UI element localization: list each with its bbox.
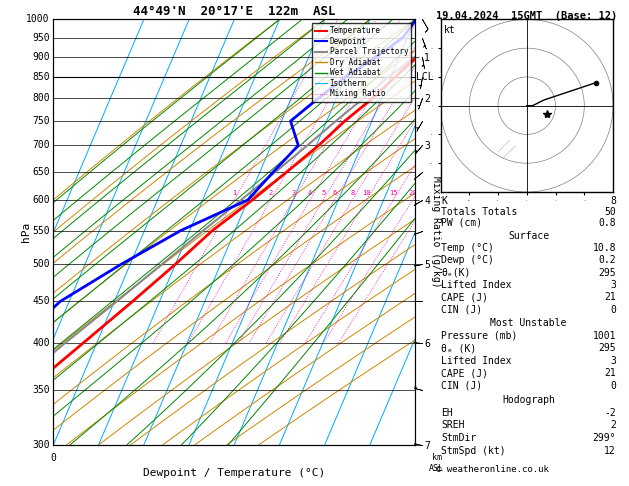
Text: 21: 21 (604, 293, 616, 302)
Text: 1: 1 (232, 190, 237, 195)
Text: Most Unstable: Most Unstable (491, 318, 567, 328)
Text: 600: 600 (32, 195, 50, 205)
Text: θₑ (K): θₑ (K) (442, 343, 477, 353)
Text: 12: 12 (604, 446, 616, 455)
Text: SREH: SREH (442, 420, 465, 430)
Text: 4: 4 (308, 190, 312, 195)
Text: 3: 3 (610, 280, 616, 290)
Text: 0: 0 (610, 305, 616, 315)
Text: LCL: LCL (416, 72, 433, 82)
Text: 6: 6 (332, 190, 337, 195)
Text: 10.8: 10.8 (593, 243, 616, 253)
Text: 10: 10 (362, 190, 371, 195)
Legend: Temperature, Dewpoint, Parcel Trajectory, Dry Adiabat, Wet Adiabat, Isotherm, Mi: Temperature, Dewpoint, Parcel Trajectory… (312, 23, 411, 102)
Text: 0.8: 0.8 (598, 218, 616, 228)
Text: kt: kt (444, 25, 456, 35)
Text: CAPE (J): CAPE (J) (442, 293, 489, 302)
Text: hPa: hPa (21, 222, 31, 242)
Text: θₑ(K): θₑ(K) (442, 268, 471, 278)
Text: Pressure (mb): Pressure (mb) (442, 330, 518, 341)
Text: 3: 3 (610, 356, 616, 366)
Y-axis label: Mixing Ratio (g/kg): Mixing Ratio (g/kg) (431, 176, 441, 288)
Text: -2: -2 (604, 408, 616, 417)
Text: 800: 800 (32, 93, 50, 103)
Title: 44°49'N  20°17'E  122m  ASL: 44°49'N 20°17'E 122m ASL (133, 5, 335, 18)
Text: Temp (°C): Temp (°C) (442, 243, 494, 253)
Text: 850: 850 (32, 72, 50, 82)
Text: 0: 0 (50, 453, 57, 463)
Text: 8: 8 (350, 190, 355, 195)
Text: 750: 750 (32, 116, 50, 126)
Text: Dewpoint / Temperature (°C): Dewpoint / Temperature (°C) (143, 468, 325, 478)
Text: 295: 295 (598, 343, 616, 353)
Text: 2: 2 (610, 420, 616, 430)
Text: 350: 350 (32, 385, 50, 395)
Text: 295: 295 (598, 268, 616, 278)
Text: Surface: Surface (508, 230, 549, 241)
Text: 900: 900 (32, 52, 50, 62)
Text: 15: 15 (389, 190, 398, 195)
Text: 400: 400 (32, 338, 50, 348)
Text: © weatheronline.co.uk: © weatheronline.co.uk (436, 465, 548, 474)
Text: 299°: 299° (593, 433, 616, 443)
Text: 8: 8 (610, 196, 616, 206)
Text: 5: 5 (321, 190, 325, 195)
Text: StmDir: StmDir (442, 433, 477, 443)
Text: km
ASL: km ASL (430, 453, 444, 472)
Text: 0.2: 0.2 (598, 255, 616, 265)
Text: 50: 50 (604, 207, 616, 217)
Text: Hodograph: Hodograph (502, 395, 555, 405)
Text: EH: EH (442, 408, 454, 417)
Text: 19.04.2024  15GMT  (Base: 12): 19.04.2024 15GMT (Base: 12) (436, 11, 617, 21)
Text: CIN (J): CIN (J) (442, 381, 482, 391)
Text: PW (cm): PW (cm) (442, 218, 482, 228)
Text: Totals Totals: Totals Totals (442, 207, 518, 217)
Text: K: K (442, 196, 447, 206)
Text: CAPE (J): CAPE (J) (442, 368, 489, 379)
Text: 950: 950 (32, 33, 50, 43)
Text: 3: 3 (291, 190, 296, 195)
Text: 700: 700 (32, 140, 50, 151)
Text: 21: 21 (604, 368, 616, 379)
Text: 1000: 1000 (26, 15, 50, 24)
Text: 500: 500 (32, 259, 50, 269)
Text: 2: 2 (269, 190, 273, 195)
Text: CIN (J): CIN (J) (442, 305, 482, 315)
Text: Lifted Index: Lifted Index (442, 280, 512, 290)
Text: 550: 550 (32, 226, 50, 236)
Text: 650: 650 (32, 167, 50, 176)
Text: Dewp (°C): Dewp (°C) (442, 255, 494, 265)
Text: 1001: 1001 (593, 330, 616, 341)
Text: 300: 300 (32, 440, 50, 450)
Text: Lifted Index: Lifted Index (442, 356, 512, 366)
Text: 450: 450 (32, 296, 50, 307)
Text: 20: 20 (408, 190, 417, 195)
Text: StmSpd (kt): StmSpd (kt) (442, 446, 506, 455)
Text: 0: 0 (610, 381, 616, 391)
